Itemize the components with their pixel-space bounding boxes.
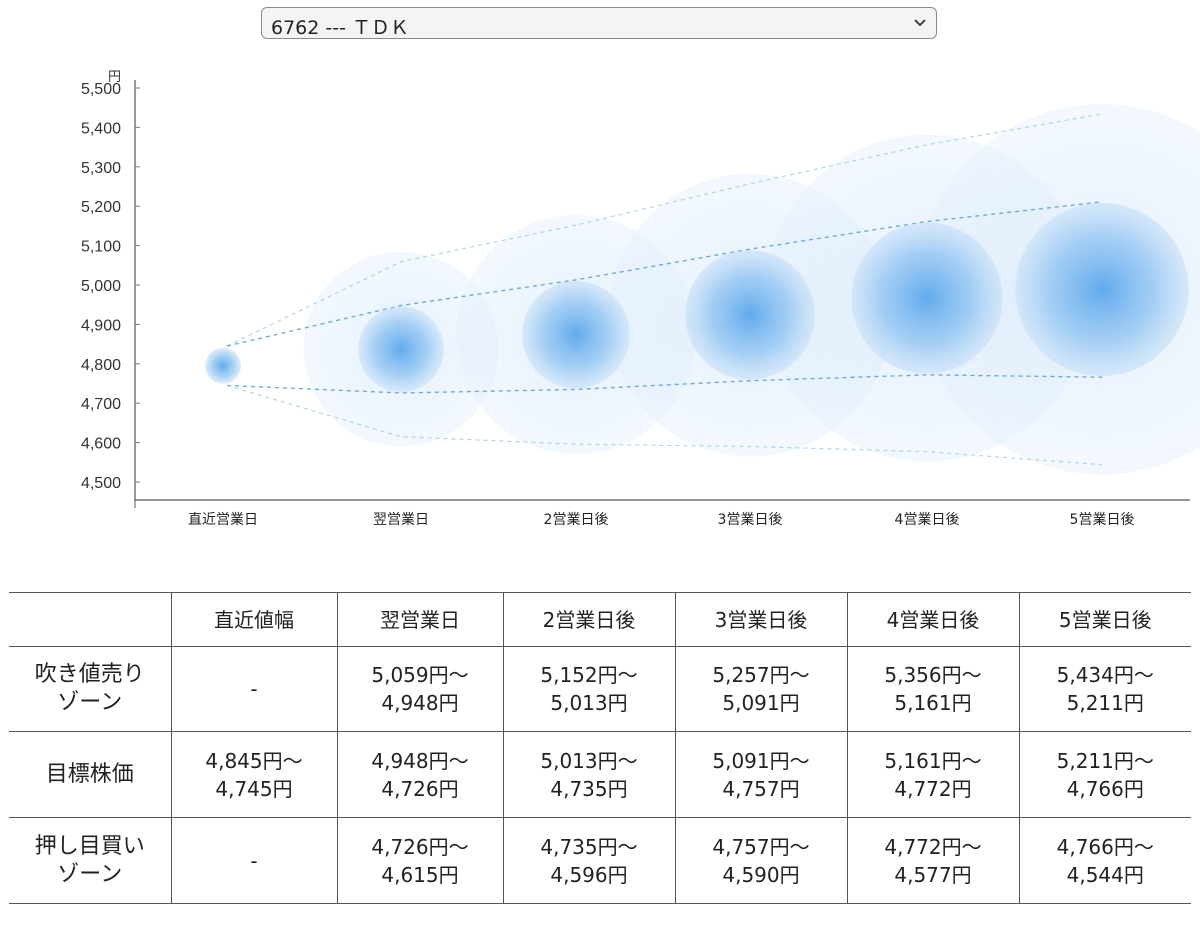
table-cell: 4,726円〜 4,615円	[336, 817, 504, 904]
forecast-chart: 円 4,500 4,600 4,700 4,800 4,900 5,000 5,100 5,20…	[81, 70, 1200, 528]
stock-select[interactable]: 6762 --- ＴＤＫ	[261, 7, 937, 39]
y-tick-label: 5,300	[81, 160, 121, 177]
series-line	[226, 201, 1103, 347]
table-cell: 5,356円〜 5,161円	[846, 646, 1020, 732]
table-cell: 4,948円〜 4,726円	[336, 731, 504, 818]
y-tick-label: 5,000	[81, 278, 121, 295]
series-line	[226, 384, 1103, 466]
table-header-cell: 4営業日後	[846, 592, 1020, 647]
y-tick-label: 5,100	[81, 239, 121, 256]
x-tick-label: 直近営業日	[188, 511, 258, 528]
y-tick-label: 4,500	[81, 475, 121, 492]
x-tick-label: 翌営業日	[373, 512, 429, 528]
table-cell: 5,152円〜 5,013円	[502, 646, 676, 732]
row-label: 吹き値売り ゾーン	[9, 646, 172, 732]
table-corner-cell	[9, 592, 172, 647]
y-unit-label: 円	[108, 70, 121, 85]
table-cell: 5,161円〜 4,772円	[846, 731, 1020, 818]
y-tick-label: 4,800	[81, 357, 121, 374]
series-line	[226, 113, 1103, 347]
y-tick-label: 4,900	[81, 317, 121, 334]
table-row: 吹き値売り ゾーン -5,059円〜 4,948円 5,152円〜 5,013円 5,257…	[9, 646, 1191, 732]
y-tick-label: 4,700	[81, 396, 121, 413]
table-cell: -	[170, 646, 338, 732]
table-cell: 5,434円〜 5,211円	[1018, 646, 1191, 732]
x-tick-label: 3営業日後	[718, 512, 783, 528]
zone-table: 直近値幅 翌営業日 2営業日後 3営業日後 4営業日後 5営業日後 吹き値売り ゾーン -5,0…	[9, 592, 1191, 904]
table-cell: 4,772円〜 4,577円	[846, 817, 1020, 904]
table-cell: 5,211円〜 4,766円	[1018, 731, 1191, 818]
table-cell: 4,766円〜 4,544円	[1018, 817, 1191, 904]
y-tick-label: 4,600	[81, 436, 121, 453]
row-label: 押し目買い ゾーン	[9, 817, 172, 904]
table-cell: 4,845円〜 4,745円	[170, 731, 338, 818]
table-header-cell: 5営業日後	[1018, 592, 1191, 647]
table-row: 目標株価 4,845円〜 4,745円 4,948円〜 4,726円 5,013円〜 4,7…	[9, 731, 1191, 818]
target-range-bubble	[685, 250, 815, 380]
target-range-bubble	[205, 347, 241, 384]
table-cell: -	[170, 817, 338, 904]
table-header-cell: 2営業日後	[502, 592, 676, 647]
y-tick-label: 5,200	[81, 199, 121, 216]
row-label: 目標株価	[9, 731, 172, 818]
table-cell: 5,059円〜 4,948円	[336, 646, 504, 732]
x-tick-label: 4営業日後	[895, 512, 960, 528]
target-range-bubble	[851, 222, 1003, 374]
target-range-bubble	[1015, 202, 1189, 377]
table-row: 押し目買い ゾーン -4,726円〜 4,615円 4,735円〜 4,596円 4,757…	[9, 817, 1191, 904]
x-tick-label: 5営業日後	[1070, 512, 1135, 528]
target-range-bubble	[358, 306, 444, 392]
chevron-down-icon	[914, 19, 926, 27]
table-header-cell: 3営業日後	[674, 592, 848, 647]
table-cell: 5,091円〜 4,757円	[674, 731, 848, 818]
x-tick-label: 2営業日後	[544, 512, 609, 528]
table-header-row: 直近値幅 翌営業日 2営業日後 3営業日後 4営業日後 5営業日後	[9, 592, 1191, 647]
table-cell: 4,735円〜 4,596円	[502, 817, 676, 904]
table-cell: 4,757円〜 4,590円	[674, 817, 848, 904]
stock-select-value: 6762 --- ＴＤＫ	[271, 17, 410, 39]
table-header-cell: 直近値幅	[170, 592, 338, 647]
table-cell: 5,013円〜 4,735円	[502, 731, 676, 818]
y-tick-label: 5,400	[81, 120, 121, 137]
series-line	[226, 374, 1103, 394]
target-range-bubble	[522, 280, 630, 389]
y-tick-label: 5,500	[81, 81, 121, 98]
table-header-cell: 翌営業日	[336, 592, 504, 647]
table-cell: 5,257円〜 5,091円	[674, 646, 848, 732]
